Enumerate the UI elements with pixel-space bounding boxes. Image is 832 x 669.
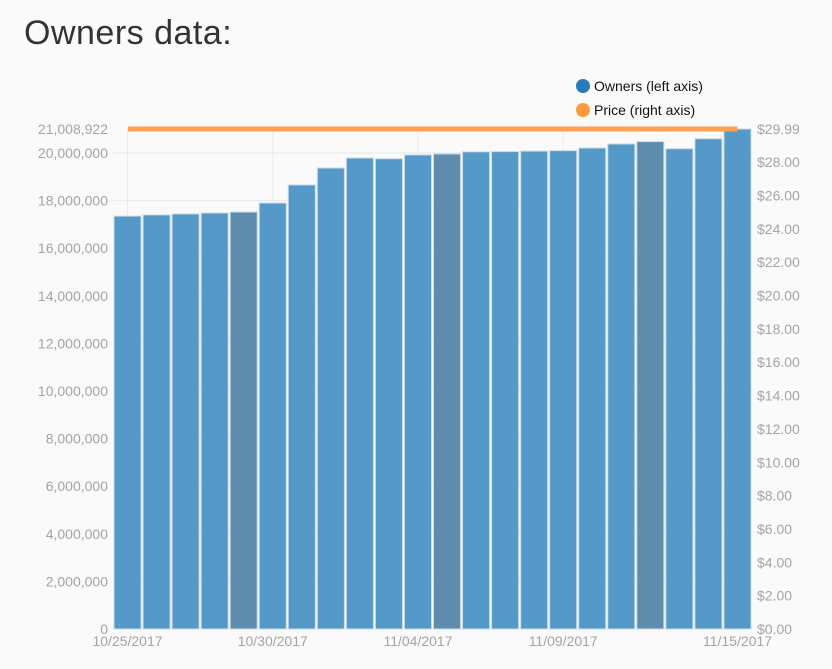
- x-axis-tick-label: 11/04/2017: [383, 633, 452, 649]
- right-axis-tick-label: $20.00: [757, 288, 800, 304]
- owners-bar: [520, 150, 549, 630]
- legend-label: Price (right axis): [594, 102, 695, 118]
- owners-bar: [607, 143, 636, 630]
- right-axis-tick-label: $4.00: [757, 554, 792, 570]
- owners-bar: [723, 128, 752, 630]
- left-axis-tick-label: 10,000,000: [38, 383, 108, 399]
- left-axis-tick-label: 18,000,000: [38, 193, 108, 209]
- owners-bar: [287, 184, 316, 630]
- right-axis-tick-label: $14.00: [757, 388, 800, 404]
- page-title: Owners data:: [24, 14, 233, 52]
- owners-bar: [345, 157, 374, 630]
- owners-bar: [433, 153, 462, 630]
- legend-marker-icon: [576, 79, 590, 93]
- owners-bar: [171, 213, 200, 630]
- left-axis-tick-label: 0: [100, 621, 108, 637]
- left-axis-tick-label: 2,000,000: [46, 573, 108, 589]
- owners-bar: [113, 215, 142, 630]
- left-axis-tick-label: 14,000,000: [38, 288, 108, 304]
- owners-bar: [636, 141, 665, 630]
- owners-bar: [316, 167, 345, 630]
- owners-bar: [142, 214, 171, 630]
- owners-bar: [491, 151, 520, 630]
- owners-bar: [258, 202, 287, 630]
- x-axis-tick-label: 11/15/2017: [703, 633, 772, 649]
- right-axis-tick-label: $28.00: [757, 154, 800, 170]
- left-axis-tick-label: 8,000,000: [46, 431, 108, 447]
- legend-label: Owners (left axis): [594, 78, 703, 94]
- owners-bar: [578, 147, 607, 630]
- left-axis-max-label: 21,008,922: [38, 121, 108, 137]
- right-axis-tick-label: $6.00: [757, 521, 792, 537]
- right-axis-tick-label: $18.00: [757, 321, 800, 337]
- right-axis-tick-label: $0.00: [757, 621, 792, 637]
- owners-bar: [374, 158, 403, 630]
- owners-bar: [694, 138, 723, 630]
- left-axis-tick-label: 6,000,000: [46, 478, 108, 494]
- x-axis-tick-label: 10/30/2017: [238, 633, 308, 649]
- left-axis-tick-label: 4,000,000: [46, 526, 108, 542]
- right-axis-tick-label: $22.00: [757, 254, 800, 270]
- legend-marker-icon: [576, 103, 590, 117]
- owners-bar: [462, 151, 491, 630]
- owners-bar: [200, 212, 229, 630]
- x-axis-tick-label: 10/25/2017: [92, 633, 162, 649]
- owners-bar: [665, 148, 694, 630]
- owners-bar: [549, 150, 578, 630]
- owners-bar: [229, 211, 258, 630]
- right-axis-tick-label: $16.00: [757, 354, 800, 370]
- left-axis-tick-label: 12,000,000: [38, 335, 108, 351]
- left-axis-tick-label: 16,000,000: [38, 240, 108, 256]
- owners-bar: [403, 154, 433, 630]
- x-axis-tick-label: 11/09/2017: [529, 633, 598, 649]
- right-axis-tick-label: $10.00: [757, 454, 800, 470]
- right-axis-tick-label: $24.00: [757, 221, 800, 237]
- right-axis-tick-label: $12.00: [757, 421, 800, 437]
- right-axis-tick-label: $2.00: [757, 588, 792, 604]
- right-axis-max-label: $29.99: [757, 121, 800, 137]
- left-axis-tick-label: 20,000,000: [38, 145, 108, 161]
- right-axis-tick-label: $26.00: [757, 188, 800, 204]
- right-axis-tick-label: $8.00: [757, 488, 792, 504]
